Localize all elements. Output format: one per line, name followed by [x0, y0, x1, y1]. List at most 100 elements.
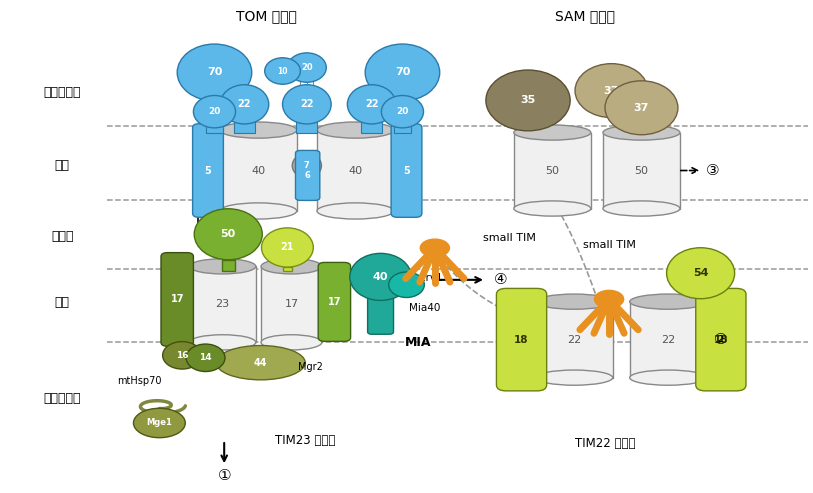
- FancyBboxPatch shape: [696, 288, 746, 391]
- Bar: [514, 133, 591, 209]
- Text: Erv1: Erv1: [420, 273, 443, 283]
- Ellipse shape: [575, 64, 648, 117]
- Text: 14: 14: [199, 353, 212, 362]
- Text: 20: 20: [208, 107, 220, 116]
- Text: 35: 35: [520, 96, 536, 106]
- Text: 膜間部: 膜間部: [51, 230, 73, 243]
- Bar: [536, 302, 613, 378]
- Ellipse shape: [265, 58, 300, 84]
- Text: 50: 50: [546, 166, 559, 176]
- Text: small TIM: small TIM: [484, 233, 537, 243]
- Text: 50: 50: [634, 166, 649, 176]
- Text: mtHsp70: mtHsp70: [117, 376, 161, 387]
- Bar: [296, 122, 317, 133]
- FancyBboxPatch shape: [367, 281, 393, 334]
- Ellipse shape: [317, 203, 394, 219]
- Ellipse shape: [594, 290, 624, 308]
- Ellipse shape: [350, 253, 411, 300]
- Ellipse shape: [389, 272, 424, 297]
- Text: MIA: MIA: [405, 336, 432, 349]
- Text: ④: ④: [493, 272, 507, 287]
- FancyBboxPatch shape: [161, 252, 193, 346]
- Text: 70: 70: [207, 68, 222, 77]
- Bar: [603, 133, 680, 209]
- Ellipse shape: [189, 259, 256, 274]
- Text: 18: 18: [714, 335, 728, 345]
- Text: Mia40: Mia40: [409, 303, 441, 313]
- Ellipse shape: [216, 346, 305, 380]
- Text: 20: 20: [396, 107, 409, 116]
- FancyBboxPatch shape: [318, 262, 350, 341]
- Text: ②: ②: [714, 332, 728, 347]
- Bar: [220, 130, 297, 211]
- Text: Mgr2: Mgr2: [298, 361, 323, 372]
- Text: 5: 5: [403, 166, 410, 176]
- Bar: [317, 130, 394, 211]
- Text: 23: 23: [215, 299, 229, 309]
- Ellipse shape: [486, 70, 570, 131]
- Ellipse shape: [133, 408, 185, 438]
- Ellipse shape: [514, 201, 591, 216]
- Bar: [261, 266, 322, 342]
- Text: TIM23 複合体: TIM23 複合体: [275, 434, 336, 447]
- Text: 37: 37: [634, 103, 649, 113]
- Ellipse shape: [605, 81, 678, 135]
- Bar: [189, 266, 256, 342]
- Text: 22: 22: [661, 335, 676, 345]
- Text: 70: 70: [395, 68, 410, 77]
- Bar: [207, 125, 223, 133]
- Ellipse shape: [630, 294, 706, 309]
- Text: サイトゾル: サイトゾル: [43, 86, 81, 99]
- FancyBboxPatch shape: [222, 260, 235, 271]
- Text: 17: 17: [328, 297, 341, 307]
- Text: 20: 20: [301, 63, 313, 72]
- FancyBboxPatch shape: [193, 124, 224, 217]
- Text: small TIM: small TIM: [583, 240, 636, 250]
- Text: 40: 40: [373, 272, 389, 282]
- Text: 16: 16: [176, 351, 189, 360]
- Text: 22: 22: [365, 99, 378, 109]
- Text: 22: 22: [237, 99, 251, 109]
- Text: 17: 17: [285, 299, 298, 309]
- Bar: [361, 122, 382, 133]
- Bar: [394, 125, 411, 133]
- Text: 10: 10: [277, 67, 288, 75]
- Ellipse shape: [262, 228, 313, 267]
- Ellipse shape: [186, 344, 225, 372]
- Text: 44: 44: [254, 358, 267, 368]
- Ellipse shape: [261, 335, 322, 350]
- Text: 18: 18: [515, 335, 528, 345]
- Ellipse shape: [220, 85, 269, 124]
- Text: マトリクス: マトリクス: [43, 392, 81, 405]
- Ellipse shape: [288, 53, 326, 82]
- Ellipse shape: [292, 153, 321, 178]
- Text: 22: 22: [300, 99, 314, 109]
- Ellipse shape: [317, 122, 394, 138]
- FancyBboxPatch shape: [497, 288, 546, 391]
- Text: 5: 5: [205, 166, 211, 176]
- FancyBboxPatch shape: [283, 267, 292, 271]
- Ellipse shape: [536, 294, 613, 309]
- Text: 37: 37: [604, 86, 620, 96]
- Ellipse shape: [381, 96, 424, 128]
- Ellipse shape: [283, 85, 331, 124]
- Ellipse shape: [365, 44, 440, 101]
- Text: 21: 21: [280, 243, 294, 252]
- Ellipse shape: [536, 370, 613, 385]
- Text: 内膜: 内膜: [54, 296, 70, 310]
- Ellipse shape: [630, 370, 706, 385]
- Text: 50: 50: [220, 229, 236, 239]
- Text: 54: 54: [693, 268, 708, 278]
- Bar: [234, 122, 255, 133]
- Text: 6: 6: [305, 171, 311, 180]
- Ellipse shape: [420, 239, 450, 257]
- Text: 22: 22: [567, 335, 581, 345]
- Text: 7: 7: [304, 161, 310, 170]
- Ellipse shape: [347, 85, 396, 124]
- Text: TIM22 複合体: TIM22 複合体: [575, 437, 635, 450]
- Ellipse shape: [193, 96, 236, 128]
- FancyBboxPatch shape: [391, 124, 422, 217]
- Text: ③: ③: [706, 163, 720, 178]
- Ellipse shape: [177, 44, 252, 101]
- Ellipse shape: [667, 247, 735, 299]
